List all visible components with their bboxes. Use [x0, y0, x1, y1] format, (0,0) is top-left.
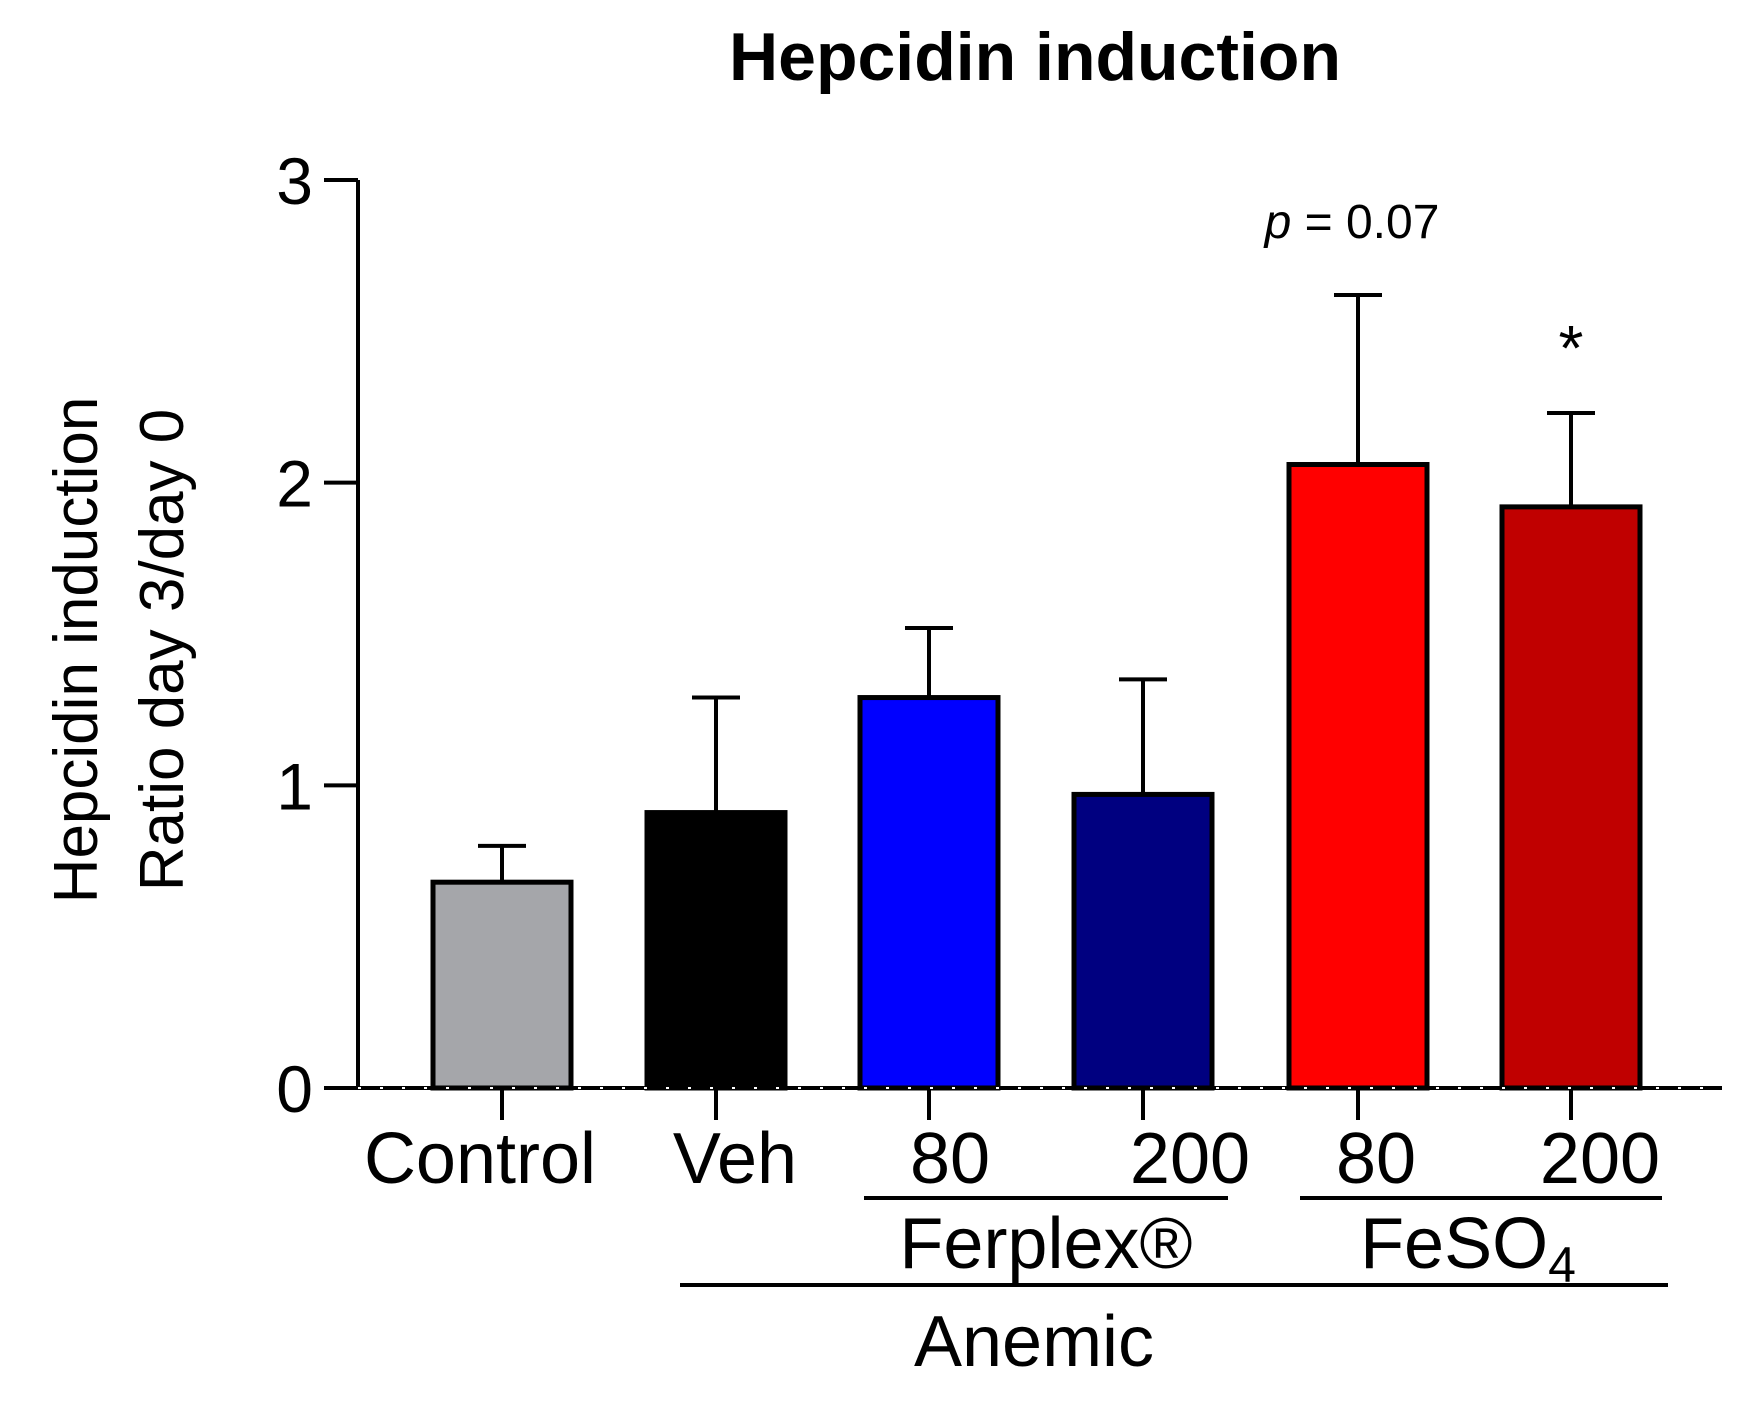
- y-tick-label: 0: [276, 1052, 313, 1126]
- significance-star: *: [1559, 312, 1584, 384]
- bar: [1499, 504, 1643, 1091]
- x-category-label: 200: [1130, 1119, 1250, 1199]
- x-category-label: Control: [364, 1119, 596, 1199]
- chart-title: Hepcidin induction: [729, 19, 1341, 95]
- bar: [1071, 791, 1215, 1091]
- p-value-italic: p: [1263, 196, 1292, 249]
- y-tick-label: 1: [276, 749, 313, 823]
- x-category-label: 80: [910, 1119, 990, 1199]
- group-label: Anemic: [914, 1302, 1154, 1382]
- y-axis-label: Hepcidin induction Ratio day 3/day 0: [42, 397, 197, 904]
- bar: [644, 810, 788, 1091]
- y-tick-label: 2: [276, 447, 313, 521]
- p-value-annotation: p = 0.07: [1263, 196, 1440, 249]
- x-category-label: 200: [1540, 1119, 1660, 1199]
- bar: [1286, 462, 1430, 1091]
- x-category-label: Veh: [673, 1119, 797, 1199]
- group-label: Ferplex®: [899, 1204, 1192, 1284]
- group-label: FeSO4: [1360, 1204, 1576, 1293]
- bar: [857, 695, 1001, 1091]
- y-tick-label: 3: [276, 144, 313, 218]
- y-axis-label-line-2: Ratio day 3/day 0: [128, 409, 197, 892]
- p-value-text: = 0.07: [1291, 196, 1439, 249]
- x-category-label: 80: [1336, 1119, 1416, 1199]
- y-axis-label-line-1: Hepcidin induction: [42, 397, 111, 904]
- bar: [430, 879, 574, 1091]
